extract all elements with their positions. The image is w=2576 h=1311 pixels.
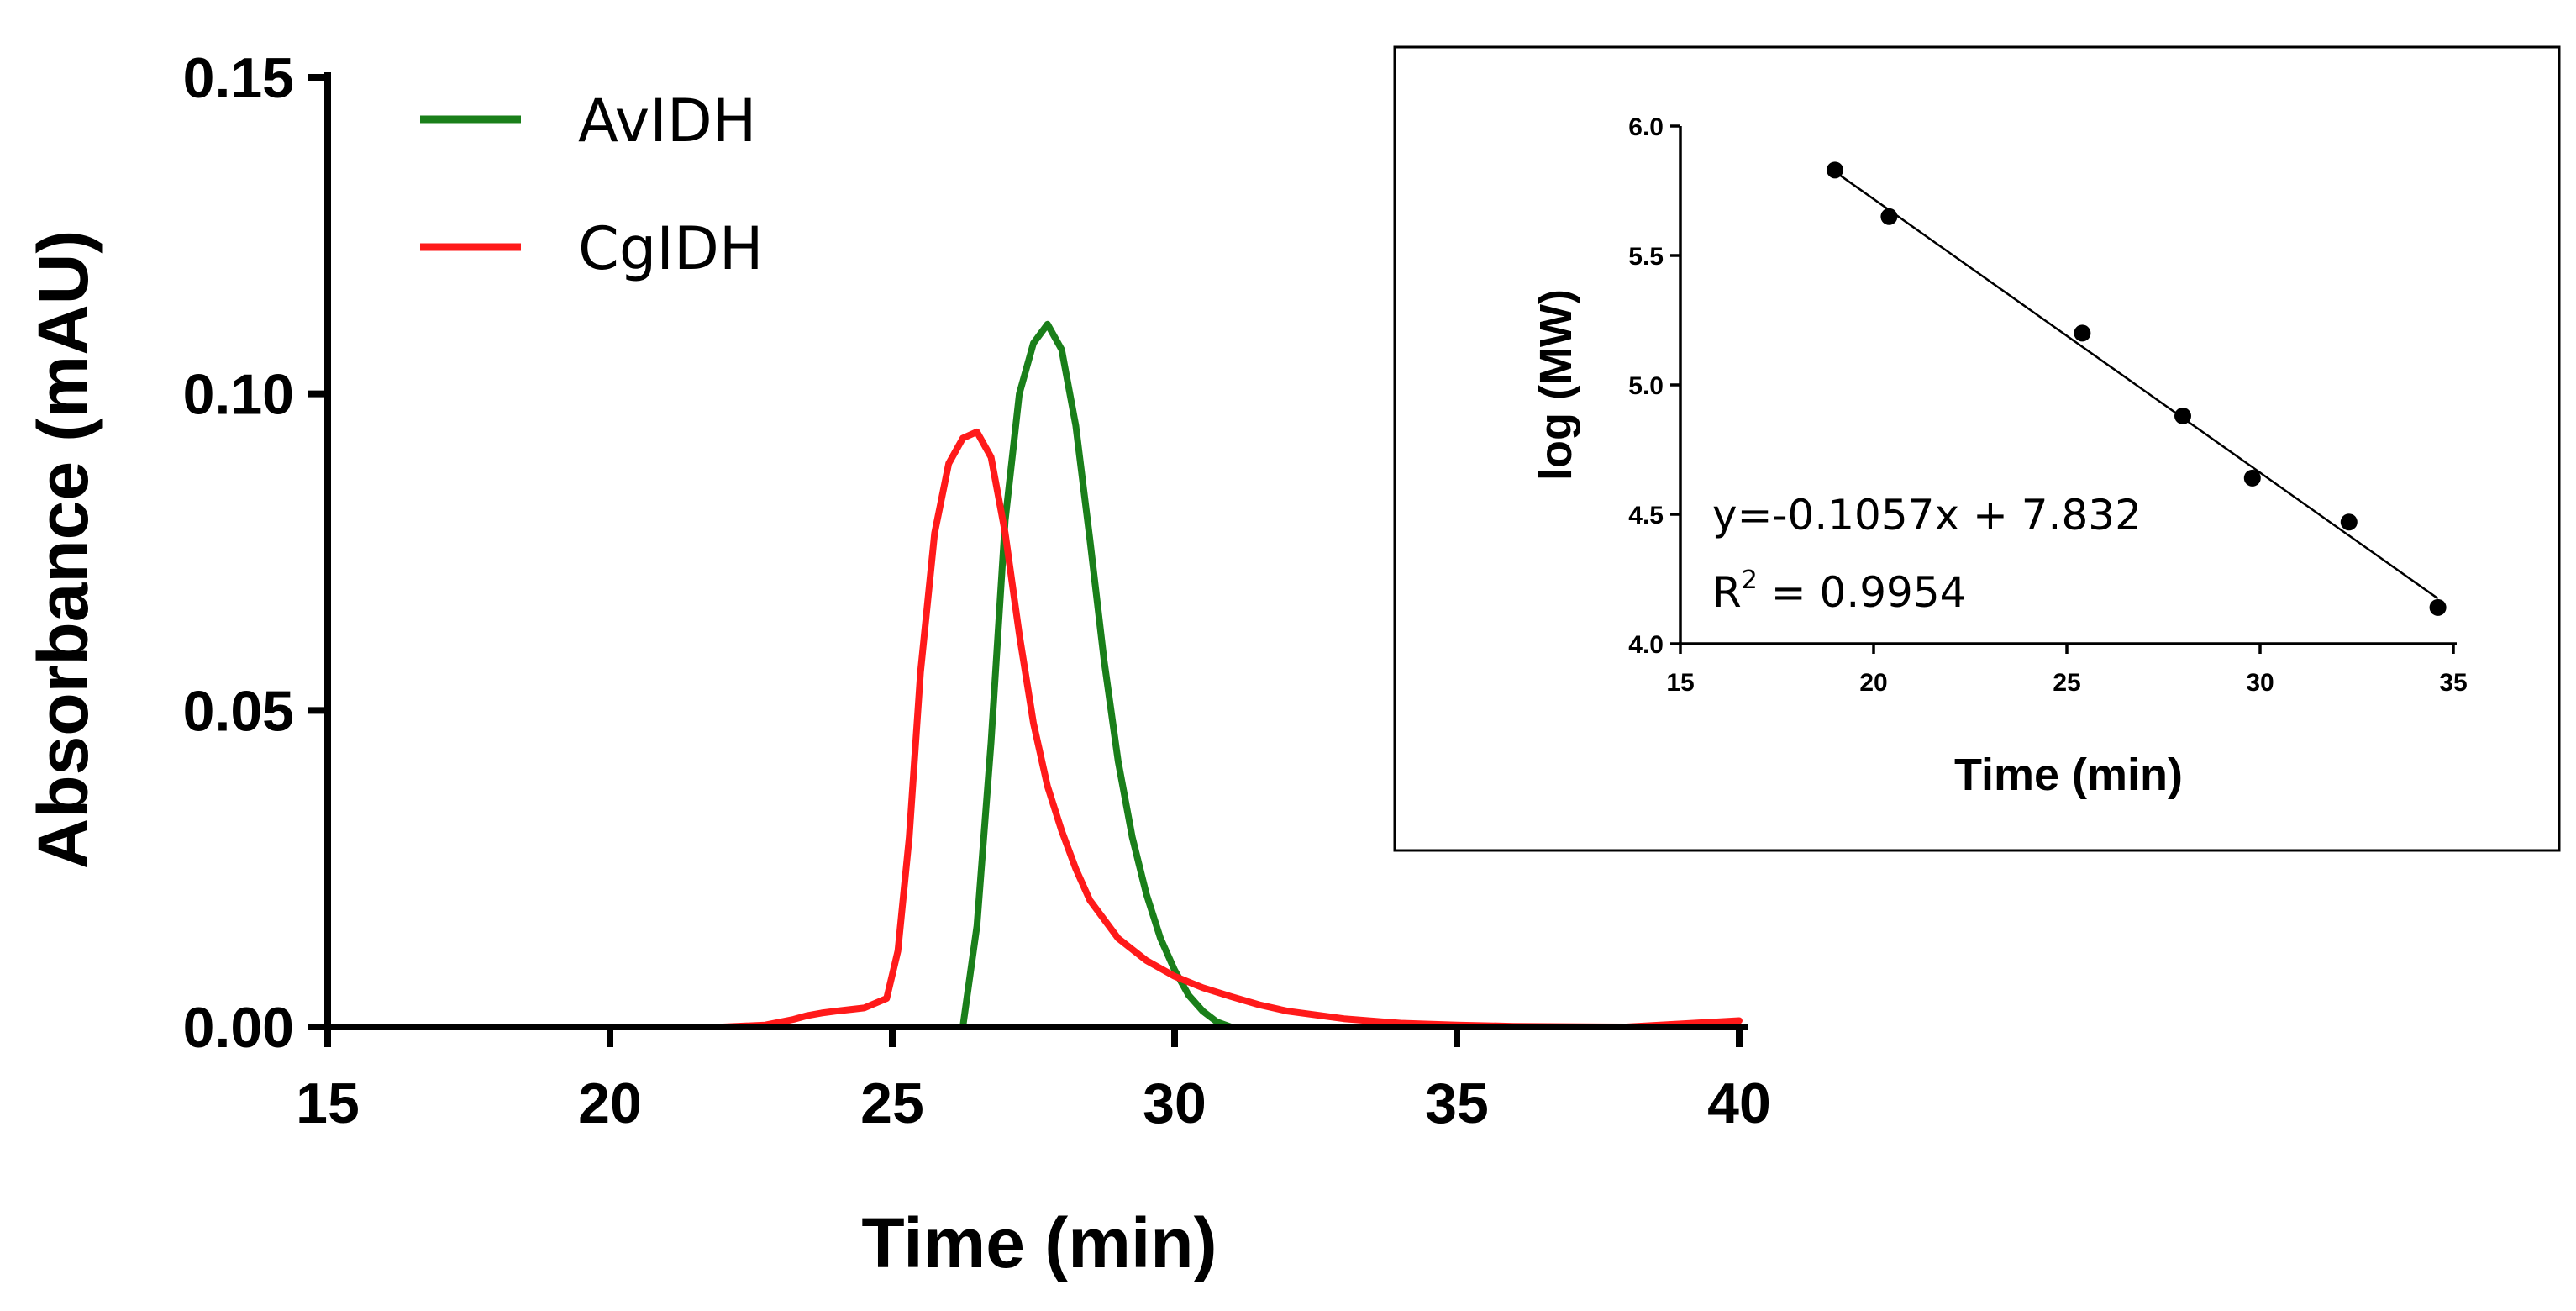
- series-line-cgidh: [324, 428, 1743, 1030]
- main-y-tick-label: 0.05: [183, 679, 294, 743]
- inset-data-point: [2340, 513, 2358, 531]
- main-y-tick-label: 0.15: [183, 46, 294, 110]
- main-x-ticks: 15 20 25 30 35 40: [296, 1027, 1771, 1135]
- inset-frame: [1393, 45, 2561, 852]
- legend-item-cgidh: CgIDH: [420, 214, 764, 283]
- legend-label-cgidh: CgIDH: [578, 214, 764, 283]
- inset-y-tick-label: 4.5: [1628, 502, 1664, 529]
- inset-x-ticks: 15 20 25 30 35: [1666, 644, 2468, 697]
- inset-x-axis-label: Time (min): [1954, 750, 2183, 800]
- inset-equation: y=-0.1057x + 7.832: [1712, 491, 2142, 540]
- main-x-tick-label: 40: [1707, 1071, 1771, 1135]
- main-chart: 15 20 25 30 35 40 0.00 0.05 0.10 0.15 Time (min)…: [24, 46, 1771, 1282]
- inset-r-squared-prefix: R: [1712, 568, 1742, 617]
- inset-data-point: [2074, 324, 2091, 342]
- inset-points: [1827, 161, 2447, 616]
- main-plot-lines: [324, 320, 1743, 1030]
- main-y-ticks: 0.00 0.05 0.10 0.15: [183, 46, 328, 1060]
- inset-y-tick-label: 6.0: [1628, 113, 1664, 141]
- inset-data-point: [1880, 208, 1898, 225]
- main-axes: [324, 72, 1748, 1030]
- inset-x-tick-label: 35: [2439, 669, 2467, 697]
- inset-r-squared-power: 2: [1742, 566, 1758, 595]
- inset-y-tick-label: 4.0: [1628, 631, 1664, 659]
- inset-r-squared-value: = 0.9954: [1758, 568, 1967, 617]
- main-y-axis-label: Absorbance (mAU): [24, 230, 103, 870]
- main-legend: AvIDH CgIDH: [420, 87, 764, 283]
- legend-label-avidh: AvIDH: [578, 87, 756, 155]
- inset-data-point: [2243, 469, 2261, 487]
- main-x-tick-label: 15: [296, 1071, 360, 1135]
- main-x-tick-label: 20: [578, 1071, 642, 1135]
- inset-y-tick-label: 5.0: [1628, 372, 1664, 400]
- inset-y-ticks: 4.0 4.5 5.0 5.5 6.0: [1628, 113, 1680, 659]
- main-x-axis-label: Time (min): [861, 1203, 1217, 1282]
- inset-x-tick-label: 15: [1666, 669, 1694, 697]
- series-line-avidh: [959, 320, 1235, 1030]
- inset-chart: 15 20 25 30 35 4.0 4.5 5.0 5.5 6.0 Time (min) lo…: [1393, 45, 2561, 852]
- legend-item-avidh: AvIDH: [420, 87, 756, 155]
- main-x-tick-label: 25: [860, 1071, 924, 1135]
- main-x-tick-label: 30: [1143, 1071, 1207, 1135]
- inset-fit-line-group: [1834, 171, 2439, 600]
- main-x-tick-label: 35: [1425, 1071, 1489, 1135]
- inset-r-squared: R2 = 0.9954: [1712, 566, 1966, 617]
- inset-data-point: [2429, 598, 2447, 616]
- main-y-tick-label: 0.00: [183, 996, 294, 1060]
- inset-x-tick-label: 20: [1859, 669, 1887, 697]
- inset-data-point: [2174, 407, 2191, 424]
- inset-x-tick-label: 25: [2053, 669, 2080, 697]
- inset-x-tick-label: 30: [2246, 669, 2274, 697]
- inset-data-point: [1827, 161, 1843, 179]
- inset-fit-line: [1834, 171, 2439, 600]
- inset-y-tick-label: 5.5: [1628, 243, 1664, 271]
- main-y-tick-label: 0.10: [183, 363, 294, 427]
- inset-y-axis-label: log (MW): [1531, 289, 1581, 481]
